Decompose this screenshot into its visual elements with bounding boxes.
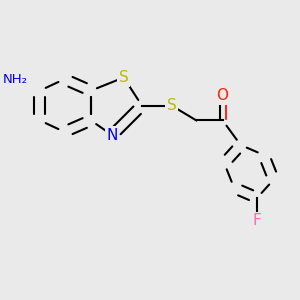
Text: O: O [217, 88, 229, 103]
Text: N: N [106, 128, 118, 143]
Text: NH₂: NH₂ [2, 73, 28, 86]
Text: S: S [119, 70, 129, 85]
Text: S: S [167, 98, 176, 113]
Text: F: F [253, 213, 262, 228]
